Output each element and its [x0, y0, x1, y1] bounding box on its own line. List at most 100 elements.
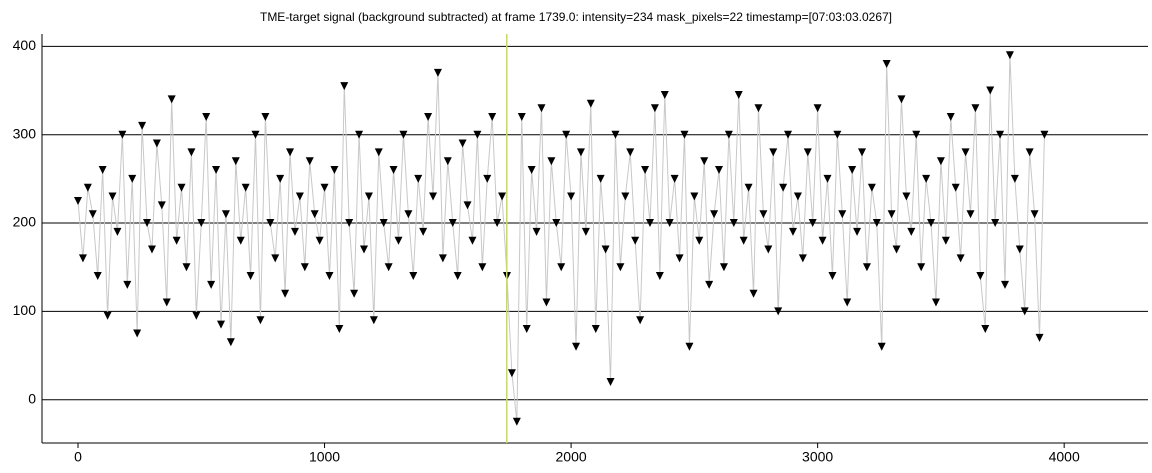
marker: [645, 219, 654, 228]
marker: [251, 130, 260, 139]
marker: [848, 166, 857, 175]
marker: [981, 325, 990, 334]
marker: [858, 148, 867, 157]
marker: [1020, 307, 1029, 316]
marker: [774, 307, 783, 316]
marker: [517, 113, 526, 122]
marker: [991, 219, 1000, 228]
marker: [576, 148, 585, 157]
marker: [364, 192, 373, 201]
marker: [606, 378, 615, 387]
marker: [665, 219, 674, 228]
marker: [88, 210, 97, 219]
marker: [961, 148, 970, 157]
marker: [754, 104, 763, 113]
marker: [562, 130, 571, 139]
marker: [946, 113, 955, 122]
marker: [231, 157, 240, 166]
marker: [478, 263, 487, 272]
marker: [369, 316, 378, 325]
marker: [157, 201, 166, 210]
marker: [931, 298, 940, 307]
marker: [143, 219, 152, 228]
marker: [907, 227, 916, 236]
marker: [468, 236, 477, 245]
marker: [429, 192, 438, 201]
marker: [892, 245, 901, 254]
marker: [359, 245, 368, 254]
marker: [330, 166, 339, 175]
marker: [542, 298, 551, 307]
marker: [927, 219, 936, 228]
y-tick-label: 300: [13, 125, 37, 141]
marker: [527, 166, 536, 175]
marker: [315, 236, 324, 245]
marker: [779, 183, 788, 192]
marker: [138, 121, 147, 130]
marker: [271, 254, 280, 263]
marker: [611, 130, 620, 139]
marker: [177, 183, 186, 192]
marker: [167, 95, 176, 104]
marker: [724, 130, 733, 139]
marker: [256, 316, 265, 325]
marker: [867, 183, 876, 192]
marker: [941, 236, 950, 245]
marker: [764, 245, 773, 254]
marker: [350, 289, 359, 298]
marker: [202, 113, 211, 122]
marker: [1005, 51, 1014, 60]
x-tick-label: 1000: [309, 449, 340, 465]
marker: [828, 272, 837, 281]
x-tick-label: 3000: [802, 449, 833, 465]
marker: [922, 174, 931, 183]
marker: [912, 130, 921, 139]
marker: [335, 325, 344, 334]
marker: [162, 298, 171, 307]
marker: [936, 157, 945, 166]
marker: [473, 130, 482, 139]
marker: [917, 263, 926, 272]
marker: [152, 139, 161, 148]
marker: [705, 280, 714, 289]
y-tick-label: 100: [13, 302, 37, 318]
marker: [340, 82, 349, 91]
marker: [670, 174, 679, 183]
marker: [557, 263, 566, 272]
marker: [655, 272, 664, 281]
x-tick-label: 2000: [556, 449, 587, 465]
marker: [320, 183, 329, 192]
marker: [73, 196, 82, 205]
marker: [226, 338, 235, 347]
marker: [123, 280, 132, 289]
marker: [483, 174, 492, 183]
marker: [552, 219, 561, 228]
marker: [93, 272, 102, 281]
marker: [996, 130, 1005, 139]
y-tick-label: 400: [13, 37, 37, 53]
marker: [897, 95, 906, 104]
marker: [78, 254, 87, 263]
marker: [438, 254, 447, 263]
marker: [902, 192, 911, 201]
marker: [739, 236, 748, 245]
marker: [276, 174, 285, 183]
marker: [769, 148, 778, 157]
chart-title: TME-target signal (background subtracted…: [260, 10, 892, 24]
marker: [345, 219, 354, 228]
marker: [823, 174, 832, 183]
marker: [147, 245, 156, 254]
marker: [187, 148, 196, 157]
marker: [626, 148, 635, 157]
marker: [83, 183, 92, 192]
marker: [488, 113, 497, 122]
marker: [616, 263, 625, 272]
marker: [207, 280, 216, 289]
marker: [853, 227, 862, 236]
marker: [729, 219, 738, 228]
marker: [212, 166, 221, 175]
marker: [1001, 280, 1010, 289]
marker: [547, 157, 556, 166]
marker: [325, 272, 334, 281]
marker: [389, 166, 398, 175]
